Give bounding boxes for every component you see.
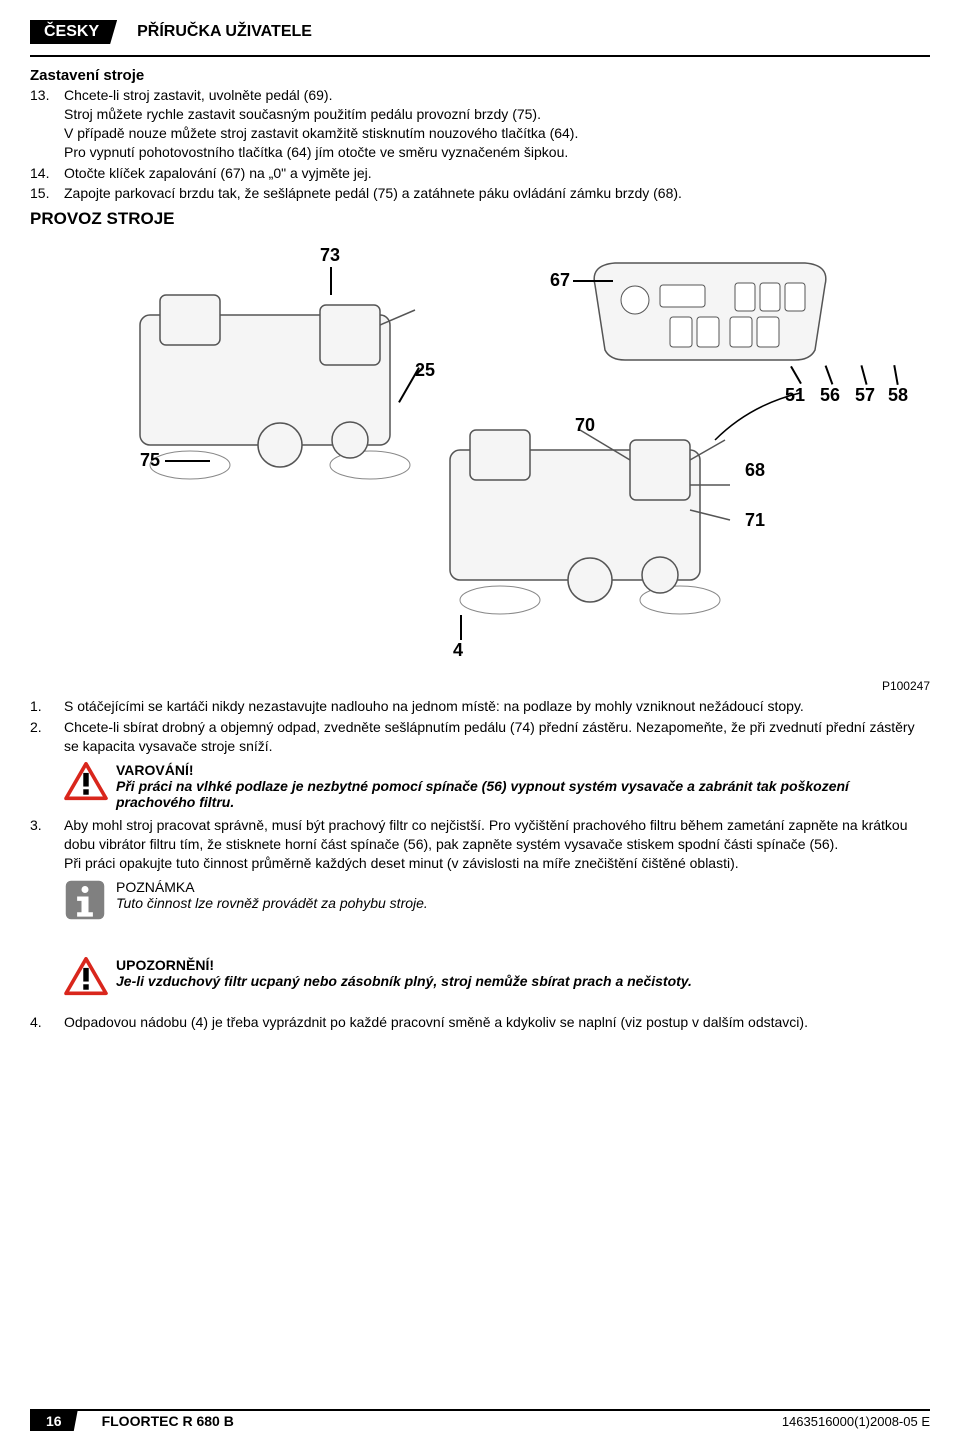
warning-callout: VAROVÁNÍ! Při práci na vlhké podlaze je … bbox=[64, 762, 930, 810]
list-item: 4. Odpadovou nádobu (4) je třeba vyprázd… bbox=[30, 1013, 930, 1032]
manual-page: ČESKY PŘÍRUČKA UŽIVATELE Zastavení stroj… bbox=[0, 0, 960, 1453]
item-text: Otočte klíček zapalování (67) na „0" a v… bbox=[64, 164, 930, 183]
section-op-heading: PROVOZ STROJE bbox=[30, 209, 930, 229]
list-item: 3. Aby mohl stroj pracovat správně, musí… bbox=[30, 816, 930, 873]
list-item: 2. Chcete-li sbírat drobný a objemný odp… bbox=[30, 718, 930, 756]
note-text: Tuto činnost lze rovněž provádět za pohy… bbox=[116, 895, 930, 911]
callout-56: 56 bbox=[820, 385, 840, 406]
item-number: 4. bbox=[30, 1013, 64, 1032]
page-number: 16 bbox=[30, 1411, 78, 1431]
item-text: Chcete-li stroj zastavit, uvolněte pedál… bbox=[64, 86, 930, 162]
control-panel-illustration bbox=[585, 255, 835, 365]
list-item: 15. Zapojte parkovací brzdu tak, že sešl… bbox=[30, 184, 930, 203]
machine-right-illustration bbox=[430, 410, 740, 630]
item-number: 14. bbox=[30, 164, 64, 183]
warning-text: Při práci na vlhké podlaze je nezbytné p… bbox=[116, 778, 930, 810]
callout-67: 67 bbox=[550, 270, 570, 291]
callout-75: 75 bbox=[140, 450, 160, 471]
callout-68: 68 bbox=[745, 460, 765, 481]
document-code: 1463516000(1)2008-05 E bbox=[782, 1414, 930, 1429]
item-number: 2. bbox=[30, 718, 64, 756]
caution-title: UPOZORNĚNÍ! bbox=[116, 957, 930, 973]
warning-title: VAROVÁNÍ! bbox=[116, 762, 930, 778]
list-item: 14. Otočte klíček zapalování (67) na „0"… bbox=[30, 164, 930, 183]
item-text: Aby mohl stroj pracovat správně, musí bý… bbox=[64, 816, 930, 873]
list-item: 13. Chcete-li stroj zastavit, uvolněte p… bbox=[30, 86, 930, 162]
caution-callout: UPOZORNĚNÍ! Je-li vzduchový filtr ucpaný… bbox=[64, 957, 930, 997]
callout-4: 4 bbox=[453, 640, 463, 661]
callout-70: 70 bbox=[575, 415, 595, 436]
item-number: 3. bbox=[30, 816, 64, 873]
item-number: 15. bbox=[30, 184, 64, 203]
item-text: Odpadovou nádobu (4) je třeba vyprázdnit… bbox=[64, 1013, 930, 1032]
caution-text: Je-li vzduchový filtr ucpaný nebo zásobn… bbox=[116, 973, 930, 989]
language-tab: ČESKY bbox=[30, 20, 117, 44]
item-text: Chcete-li sbírat drobný a objemný odpad,… bbox=[64, 718, 930, 756]
item-text: S otáčejícími se kartáči nikdy nezastavu… bbox=[64, 697, 930, 716]
manual-title: PŘÍRUČKA UŽIVATELE bbox=[137, 20, 312, 41]
callout-73: 73 bbox=[320, 245, 340, 266]
model-name: FLOORTEC R 680 B bbox=[102, 1413, 782, 1429]
note-callout: POZNÁMKA Tuto činnost lze rovněž provádě… bbox=[64, 879, 930, 921]
caution-triangle-icon bbox=[64, 957, 108, 997]
callout-58: 58 bbox=[888, 385, 908, 406]
note-title: POZNÁMKA bbox=[116, 879, 930, 895]
callout-71: 71 bbox=[745, 510, 765, 531]
item-text: Zapojte parkovací brzdu tak, že sešlápne… bbox=[64, 184, 930, 203]
item-number: 1. bbox=[30, 697, 64, 716]
section-stop-heading: Zastavení stroje bbox=[30, 67, 930, 84]
machine-diagram: 73 67 25 70 75 68 71 4 51 56 57 58 bbox=[30, 235, 930, 675]
warning-triangle-icon bbox=[64, 762, 108, 802]
callout-57: 57 bbox=[855, 385, 875, 406]
item-number: 13. bbox=[30, 86, 64, 162]
figure-code: P100247 bbox=[30, 679, 930, 693]
page-footer: 16 FLOORTEC R 680 B 1463516000(1)2008-05… bbox=[30, 1409, 930, 1431]
info-icon bbox=[64, 879, 108, 921]
page-header: ČESKY PŘÍRUČKA UŽIVATELE bbox=[30, 20, 930, 44]
machine-left-illustration bbox=[120, 275, 430, 495]
list-item: 1. S otáčejícími se kartáči nikdy nezast… bbox=[30, 697, 930, 716]
